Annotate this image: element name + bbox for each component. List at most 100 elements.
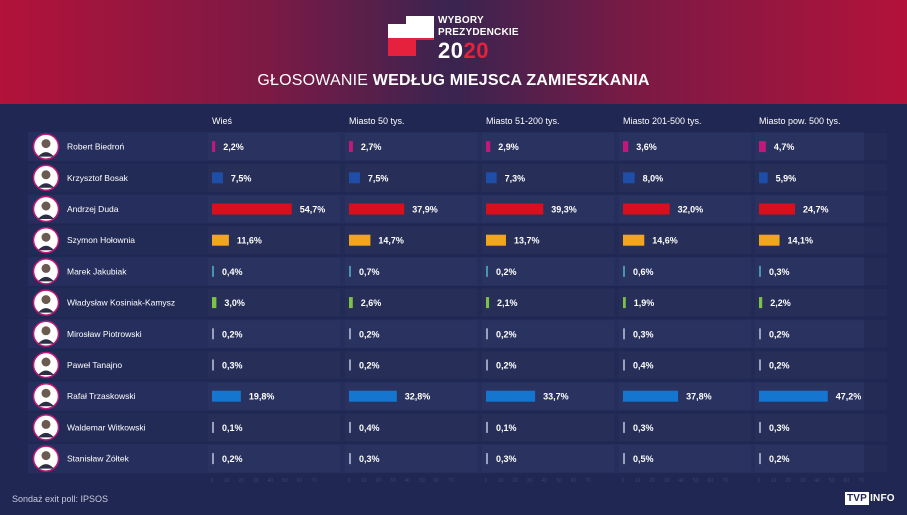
header-banner: WYBORY PREZYDENCKIE 2020 GŁOSOWANIE WEDŁ… — [0, 0, 907, 104]
value-label-wladyslaw-kosiniak-kamysz-1: 2,6% — [361, 298, 382, 308]
row-background — [28, 350, 864, 380]
bar-robert-biedron-2 — [486, 141, 491, 153]
chart-title-normal: GŁOSOWANIE — [257, 72, 369, 89]
row-background — [28, 381, 864, 411]
chart-title: GŁOSOWANIE WEDŁUG MIEJSCA ZAMIESZKANIA — [0, 72, 907, 90]
avatar-head-icon — [41, 419, 51, 429]
value-label-krzysztof-bosak-0: 7,5% — [231, 173, 252, 183]
logo-line-2: PREZYDENCKIE — [438, 27, 519, 38]
axis-tick-label: 60 — [844, 478, 850, 484]
bar-robert-biedron-1 — [349, 141, 353, 153]
value-label-marek-jakubiak-4: 0,3% — [769, 267, 790, 277]
candidate-name-robert-biedron: Robert Biedroń — [67, 142, 124, 152]
bar-andrzej-duda-0 — [212, 203, 292, 215]
value-label-krzysztof-bosak-1: 7,5% — [368, 173, 389, 183]
bar-andrzej-duda-3 — [623, 203, 670, 215]
row-background — [28, 225, 864, 255]
bar-pawel-tanajno-2 — [486, 359, 488, 371]
value-label-pawel-tanajno-1: 0,2% — [359, 361, 380, 371]
value-label-waldemar-witkowski-3: 0,3% — [633, 423, 654, 433]
value-label-szymon-holownia-3: 14,6% — [652, 236, 678, 246]
bar-miroslaw-piotrowski-2 — [486, 328, 488, 340]
bar-krzysztof-bosak-2 — [486, 172, 497, 184]
axis-tick-label: 10 — [224, 478, 230, 484]
value-label-robert-biedron-2: 2,9% — [498, 142, 519, 152]
bar-waldemar-witkowski-0 — [212, 421, 214, 433]
cell-background — [482, 164, 614, 191]
value-label-pawel-tanajno-0: 0,3% — [222, 361, 243, 371]
value-label-rafal-trzaskowski-1: 32,8% — [405, 392, 431, 402]
cell-background — [208, 164, 340, 191]
candidate-name-wladyslaw-kosiniak-kamysz: Władysław Kosiniak-Kamysz — [67, 298, 175, 308]
bar-andrzej-duda-2 — [486, 203, 544, 215]
bar-marek-jakubiak-2 — [486, 265, 488, 277]
value-label-stanislaw-zoltek-3: 0,5% — [633, 454, 654, 464]
axis-tick-label: 70 — [585, 478, 591, 484]
logo-year: 2020 — [438, 38, 489, 64]
logo-year-part-1: 20 — [438, 38, 464, 63]
bar-robert-biedron-0 — [212, 141, 216, 153]
value-label-krzysztof-bosak-4: 5,9% — [776, 173, 797, 183]
axis-tick-label: 0 — [622, 478, 625, 484]
value-label-rafal-trzaskowski-0: 19,8% — [249, 392, 275, 402]
avatar-head-icon — [41, 232, 51, 242]
row-background — [28, 163, 864, 193]
bar-waldemar-witkowski-3 — [623, 421, 625, 433]
axis-tick-label: 20 — [375, 478, 381, 484]
axis-tick-label: 30 — [664, 478, 670, 484]
bar-szymon-holownia-3 — [623, 234, 645, 246]
bar-szymon-holownia-1 — [349, 234, 371, 246]
axis-tick-label: 60 — [708, 478, 714, 484]
bar-krzysztof-bosak-0 — [212, 172, 223, 184]
value-label-andrzej-duda-4: 24,7% — [803, 205, 829, 215]
cell-background — [619, 164, 751, 191]
bar-krzysztof-bosak-4 — [759, 172, 768, 184]
cell-background — [345, 164, 477, 191]
row-background — [28, 412, 864, 442]
axis-tick-label: 60 — [297, 478, 303, 484]
axis-tick-label: 70 — [311, 478, 317, 484]
avatar-body-icon — [38, 339, 54, 344]
bar-rafal-trzaskowski-2 — [486, 390, 536, 402]
axis-tick-label: 10 — [635, 478, 641, 484]
column-header-miasto-51-200-tys: Miasto 51-200 tys. — [486, 116, 560, 126]
axis-tick-label: 10 — [771, 478, 777, 484]
value-label-wladyslaw-kosiniak-kamysz-4: 2,2% — [770, 298, 791, 308]
axis-tick-label: 70 — [448, 478, 454, 484]
axis-tick-label: 50 — [282, 478, 288, 484]
value-label-marek-jakubiak-2: 0,2% — [496, 267, 517, 277]
bar-rafal-trzaskowski-1 — [349, 390, 397, 402]
bar-wladyslaw-kosiniak-kamysz-3 — [623, 297, 626, 309]
avatar-body-icon — [38, 183, 54, 188]
bar-wladyslaw-kosiniak-kamysz-4 — [759, 297, 763, 309]
value-label-miroslaw-piotrowski-1: 0,2% — [359, 329, 380, 339]
bar-andrzej-duda-1 — [349, 203, 405, 215]
value-label-pawel-tanajno-3: 0,4% — [633, 361, 654, 371]
avatar-body-icon — [38, 214, 54, 219]
axis-tick-label: 60 — [434, 478, 440, 484]
axis-tick-label: 60 — [571, 478, 577, 484]
brand-info: INFO — [870, 493, 895, 504]
candidate-name-andrzej-duda: Andrzej Duda — [67, 204, 119, 214]
axis-tick-label: 10 — [361, 478, 367, 484]
bar-stanislaw-zoltek-1 — [349, 453, 351, 465]
bar-andrzej-duda-4 — [759, 203, 795, 215]
axis-tick-label: 0 — [348, 478, 351, 484]
value-label-szymon-holownia-2: 13,7% — [514, 236, 540, 246]
avatar-body-icon — [38, 276, 54, 282]
flag-logo-icon — [388, 16, 434, 56]
axis-tick-label: 40 — [268, 478, 274, 484]
avatar-body-icon — [38, 401, 54, 407]
value-label-andrzej-duda-1: 37,9% — [412, 205, 438, 215]
bar-wladyslaw-kosiniak-kamysz-0 — [212, 297, 217, 309]
bar-rafal-trzaskowski-0 — [212, 390, 241, 402]
chart-title-bold: WEDŁUG MIEJSCA ZAMIESZKANIA — [372, 72, 650, 89]
axis-tick-label: 20 — [512, 478, 518, 484]
avatar-head-icon — [41, 357, 51, 367]
value-label-wladyslaw-kosiniak-kamysz-3: 1,9% — [634, 298, 655, 308]
value-label-waldemar-witkowski-1: 0,4% — [359, 423, 380, 433]
bar-szymon-holownia-4 — [759, 234, 780, 246]
bar-pawel-tanajno-3 — [623, 359, 625, 371]
value-label-stanislaw-zoltek-4: 0,2% — [769, 454, 790, 464]
tvp-info-logo: TVP INFO — [845, 492, 903, 506]
